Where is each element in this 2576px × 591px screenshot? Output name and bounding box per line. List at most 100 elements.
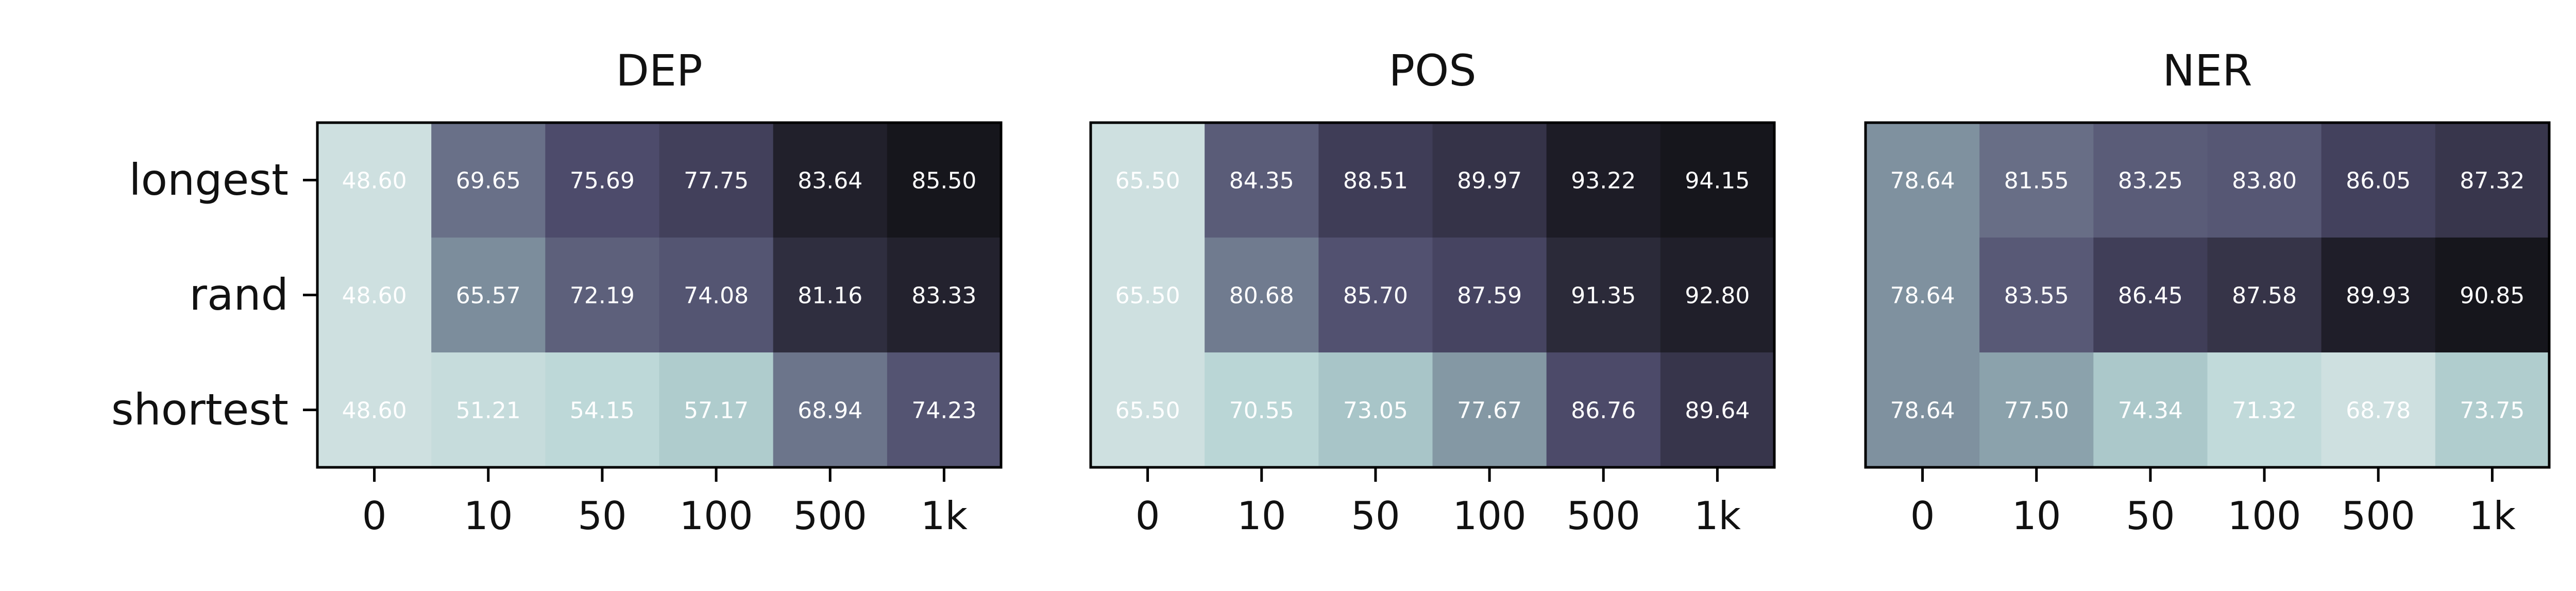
ner-frame: [1864, 121, 2551, 469]
dep-cell-label: 74.23: [911, 397, 976, 424]
pos-panel: POS 65.50 84.35 88.51 89.97 93.22 94.15 65.50 80…: [1089, 45, 1776, 538]
dep-cell-shortest-1k: [887, 352, 1002, 468]
pos-x-tick-label: 1k: [1694, 493, 1741, 538]
pos-cell-label: 91.35: [1571, 282, 1636, 309]
pos-cell-label: 70.55: [1229, 397, 1294, 424]
pos-cell-label: 84.35: [1229, 167, 1294, 194]
pos-x-tick-label: 500: [1567, 493, 1640, 538]
pos-cell-shortest-500: [1546, 352, 1661, 468]
dep-cell-rand-500: [773, 238, 888, 353]
ner-cell-label: 68.78: [2346, 397, 2411, 424]
dep-cell-longest-10: [431, 123, 546, 238]
dep-panel: DEP 48.60 69.65 75.69 77.75 83.64 85.50 48.60 65…: [111, 45, 1003, 538]
pos-cell-label: 80.68: [1229, 282, 1294, 309]
ner-cell-shortest-50: [2093, 352, 2208, 468]
ner-cell-label: 83.25: [2118, 167, 2183, 194]
ner-cell-longest-0: [1866, 123, 1980, 238]
pos-cell-longest-100: [1432, 123, 1547, 238]
dep-cell-rand-50: [545, 238, 660, 353]
pos-cell-longest-1k: [1660, 123, 1775, 238]
ner-x-tick-label: 100: [2228, 493, 2301, 538]
pos-cell-longest-500: [1546, 123, 1661, 238]
ner-cell-rand-100: [2207, 238, 2322, 353]
pos-cell-label: 65.50: [1115, 167, 1180, 194]
pos-cell-rand-1k: [1660, 238, 1775, 353]
dep-cell-label: 74.08: [684, 282, 749, 309]
ner-cell-label: 89.93: [2346, 282, 2411, 309]
ner-x-tick-label: 1k: [2469, 493, 2516, 538]
ner-cell-shortest-0: [1866, 352, 1980, 468]
dep-cell-rand-100: [659, 238, 774, 353]
pos-cell-longest-0: [1091, 123, 1205, 238]
ner-cell-label: 81.55: [2004, 167, 2069, 194]
pos-cell-label: 86.76: [1571, 397, 1636, 424]
ner-cell-label: 71.32: [2232, 397, 2297, 424]
pos-cell-shortest-0: [1091, 352, 1205, 468]
pos-cell-label: 89.97: [1457, 167, 1522, 194]
dep-cell-longest-50: [545, 123, 660, 238]
dep-cell-label: 81.16: [798, 282, 862, 309]
ner-cell-longest-500: [2321, 123, 2436, 238]
ner-cell-label: 78.64: [1890, 397, 1955, 424]
dep-cell-longest-0: [317, 123, 432, 238]
ner-cell-label: 90.85: [2460, 282, 2524, 309]
dep-cell-rand-10: [431, 238, 546, 353]
pos-cell-label: 94.15: [1685, 167, 1750, 194]
ner-cell-shortest-100: [2207, 352, 2322, 468]
pos-cell-label: 93.22: [1571, 167, 1636, 194]
dep-cell-label: 54.15: [570, 397, 635, 424]
dep-cell-longest-1k: [887, 123, 1002, 238]
pos-cell-rand-0: [1091, 238, 1205, 353]
ner-cell-longest-50: [2093, 123, 2208, 238]
dep-cell-shortest-10: [431, 352, 546, 468]
row-label-rand: rand: [189, 269, 289, 320]
pos-cell-label: 87.59: [1457, 282, 1522, 309]
dep-cell-label: 83.33: [911, 282, 976, 309]
pos-cell-shortest-100: [1432, 352, 1547, 468]
ner-cell-label: 86.45: [2118, 282, 2183, 309]
ner-cell-rand-500: [2321, 238, 2436, 353]
ner-cell-longest-1k: [2435, 123, 2550, 238]
ner-x-tick-label: 500: [2342, 493, 2415, 538]
dep-x-tick-label: 500: [793, 493, 867, 538]
dep-x-tick-label: 0: [362, 493, 387, 538]
dep-panel-title: DEP: [616, 45, 702, 96]
pos-cell-label: 77.67: [1457, 397, 1522, 424]
ner-cell-label: 77.50: [2004, 397, 2069, 424]
dep-cell-rand-0: [317, 238, 432, 353]
dep-cell-label: 83.64: [798, 167, 862, 194]
pos-cell-rand-100: [1432, 238, 1547, 353]
dep-cell-shortest-500: [773, 352, 888, 468]
ner-cell-shortest-500: [2321, 352, 2436, 468]
dep-cell-label: 48.60: [342, 282, 407, 309]
pos-x-tick-label: 100: [1453, 493, 1527, 538]
ner-x-tick-label: 50: [2126, 493, 2175, 538]
dep-cell-longest-500: [773, 123, 888, 238]
dep-x-tick-label: 100: [680, 493, 753, 538]
ner-cell-label: 83.80: [2232, 167, 2297, 194]
ner-panel: NER 78.64 81.55 83.25 83.80 86.05 87.32 78.64 83…: [1864, 45, 2551, 538]
dep-cell-label: 75.69: [570, 167, 635, 194]
ner-cell-shortest-10: [1979, 352, 2094, 468]
ner-cell-label: 86.05: [2346, 167, 2411, 194]
pos-cell-rand-50: [1318, 238, 1433, 353]
pos-cell-rand-500: [1546, 238, 1661, 353]
ner-cell-rand-1k: [2435, 238, 2550, 353]
ner-cell-longest-10: [1979, 123, 2094, 238]
pos-cell-longest-50: [1318, 123, 1433, 238]
dep-x-tick-label: 50: [578, 493, 626, 538]
pos-x-tick-label: 0: [1136, 493, 1160, 538]
dep-cell-label: 48.60: [342, 397, 407, 424]
dep-cell-longest-100: [659, 123, 774, 238]
ner-cell-label: 87.58: [2232, 282, 2297, 309]
ner-cell-shortest-1k: [2435, 352, 2550, 468]
ner-cell-longest-100: [2207, 123, 2322, 238]
ner-cell-rand-0: [1866, 238, 1980, 353]
ner-x-tick-label: 10: [2012, 493, 2061, 538]
ner-cell-label: 87.32: [2460, 167, 2524, 194]
ner-cell-label: 78.64: [1890, 282, 1955, 309]
pos-cell-label: 88.51: [1343, 167, 1408, 194]
dep-cell-label: 77.75: [684, 167, 749, 194]
pos-cell-shortest-50: [1318, 352, 1433, 468]
row-label-longest: longest: [129, 155, 289, 205]
